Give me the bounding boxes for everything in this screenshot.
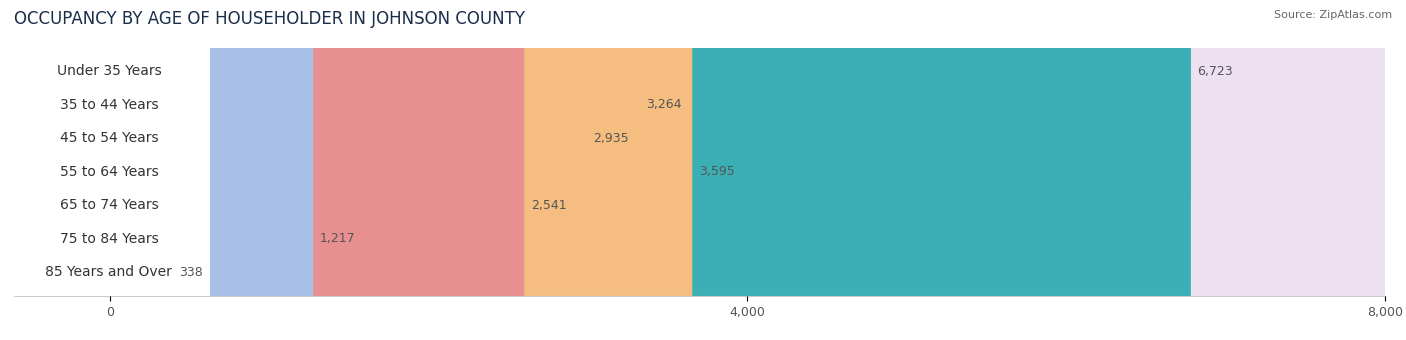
FancyBboxPatch shape: [4, 0, 1191, 340]
Text: Under 35 Years: Under 35 Years: [56, 64, 162, 78]
FancyBboxPatch shape: [4, 0, 1395, 340]
Text: 338: 338: [180, 266, 204, 279]
FancyBboxPatch shape: [4, 0, 173, 340]
Text: 1,217: 1,217: [319, 232, 356, 245]
FancyBboxPatch shape: [4, 0, 640, 340]
FancyBboxPatch shape: [8, 0, 209, 340]
FancyBboxPatch shape: [4, 0, 524, 340]
FancyBboxPatch shape: [8, 0, 209, 340]
Text: 35 to 44 Years: 35 to 44 Years: [59, 98, 159, 112]
Text: 85 Years and Over: 85 Years and Over: [45, 265, 173, 279]
Text: 45 to 54 Years: 45 to 54 Years: [59, 131, 159, 145]
Text: OCCUPANCY BY AGE OF HOUSEHOLDER IN JOHNSON COUNTY: OCCUPANCY BY AGE OF HOUSEHOLDER IN JOHNS…: [14, 10, 524, 28]
FancyBboxPatch shape: [8, 0, 209, 340]
FancyBboxPatch shape: [8, 0, 209, 340]
Text: 3,264: 3,264: [645, 98, 682, 111]
FancyBboxPatch shape: [4, 0, 1395, 340]
FancyBboxPatch shape: [8, 0, 209, 340]
Text: Source: ZipAtlas.com: Source: ZipAtlas.com: [1274, 10, 1392, 20]
Text: 75 to 84 Years: 75 to 84 Years: [59, 232, 159, 246]
FancyBboxPatch shape: [4, 0, 1395, 340]
FancyBboxPatch shape: [8, 0, 209, 340]
FancyBboxPatch shape: [4, 0, 692, 340]
Text: 55 to 64 Years: 55 to 64 Years: [59, 165, 159, 179]
Text: 65 to 74 Years: 65 to 74 Years: [59, 198, 159, 212]
FancyBboxPatch shape: [4, 0, 1395, 340]
Text: 3,595: 3,595: [699, 165, 734, 178]
Text: 6,723: 6,723: [1198, 65, 1233, 78]
FancyBboxPatch shape: [8, 0, 209, 340]
FancyBboxPatch shape: [4, 0, 1395, 340]
Text: 2,541: 2,541: [530, 199, 567, 212]
FancyBboxPatch shape: [4, 0, 1395, 340]
Text: 2,935: 2,935: [593, 132, 628, 144]
FancyBboxPatch shape: [4, 0, 314, 340]
FancyBboxPatch shape: [4, 0, 588, 340]
FancyBboxPatch shape: [4, 0, 1395, 340]
